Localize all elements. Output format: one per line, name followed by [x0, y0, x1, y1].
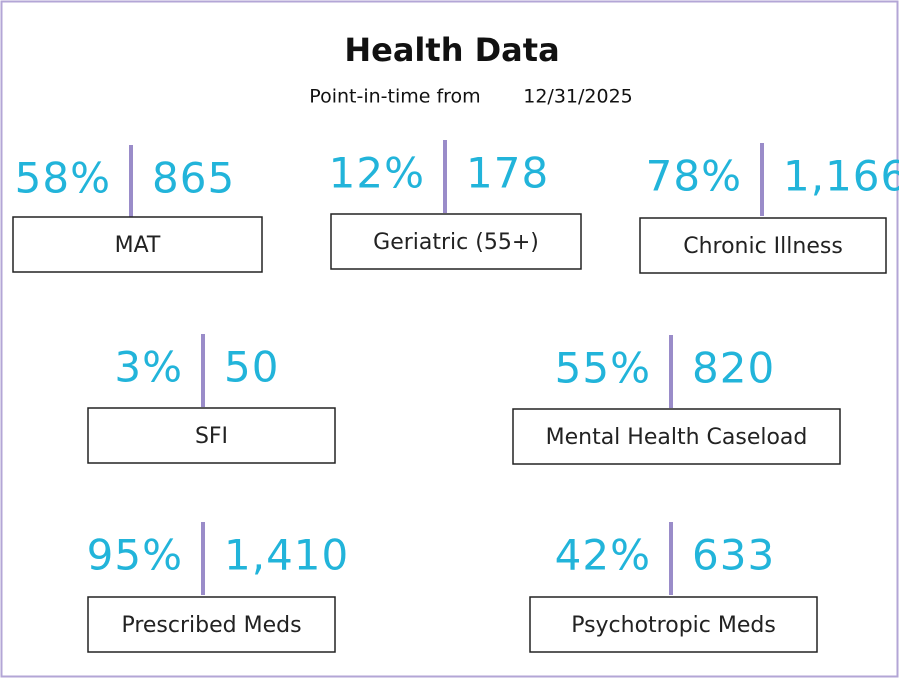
label: Prescribed Meds: [121, 613, 301, 638]
label: Geriatric (55+): [373, 230, 539, 255]
label: Psychotropic Meds: [571, 613, 776, 638]
count: 178: [466, 149, 549, 198]
percent: 78%: [646, 152, 742, 201]
count: 865: [152, 154, 235, 203]
date: 12/31/2025: [523, 86, 633, 108]
count: 50: [224, 343, 279, 392]
count: 1,410: [224, 531, 349, 580]
label-box: [87, 407, 336, 464]
label: MAT: [115, 233, 161, 258]
percent: 58%: [15, 154, 111, 203]
label-box: [512, 408, 841, 465]
percent: 42%: [555, 531, 651, 580]
percent: 95%: [87, 531, 183, 580]
label-box: [87, 596, 336, 653]
title: Health Data: [344, 31, 559, 69]
label-box: [529, 596, 818, 653]
subtitle: Point-in-time from: [309, 86, 480, 108]
label: SFI: [195, 424, 228, 449]
percent: 3%: [114, 343, 183, 392]
count: 820: [692, 344, 775, 393]
label: Chronic Illness: [683, 234, 843, 259]
label-box: [639, 217, 887, 274]
percent: 12%: [329, 149, 425, 198]
count: 1,166: [783, 152, 899, 201]
count: 633: [692, 531, 775, 580]
label: Mental Health Caseload: [546, 425, 808, 450]
percent: 55%: [555, 344, 651, 393]
label-box: [330, 213, 582, 270]
label-box: [12, 216, 263, 273]
